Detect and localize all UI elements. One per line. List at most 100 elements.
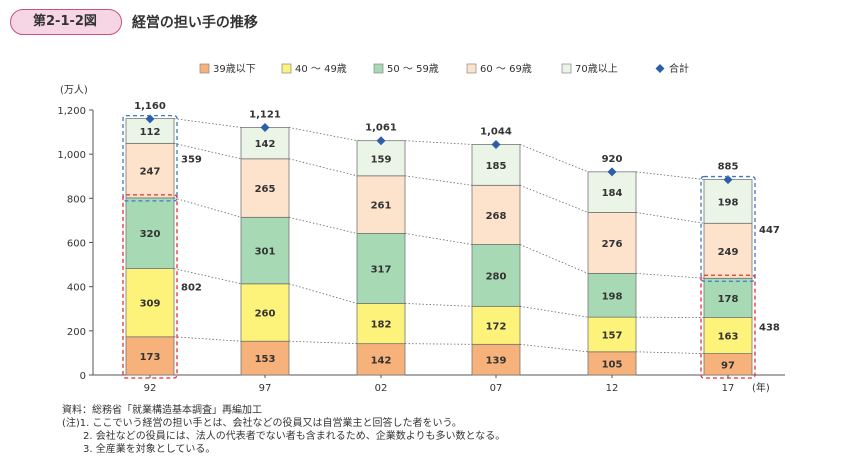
total-marker (491, 139, 501, 149)
bar-segment (703, 222, 753, 279)
legend-label: 40 〜 49歳 (295, 63, 347, 75)
data-label: 260 (255, 309, 276, 320)
data-label: 185 (486, 161, 507, 172)
bar-segment (471, 343, 521, 376)
x-tick-label: 97 (259, 383, 272, 394)
connector-line (288, 216, 358, 234)
legend-swatch (561, 63, 572, 74)
bracket-box (122, 114, 178, 202)
data-label: 198 (718, 197, 739, 208)
data-label: 198 (602, 291, 623, 302)
connector-line (635, 171, 705, 180)
connector-line (288, 127, 358, 142)
connector-line (519, 244, 589, 274)
legend-swatch (281, 63, 292, 74)
footnotes: 資料：総務省「就業構造基本調査」再編加工 (注)1. ここでいう経営の担い手とは… (62, 404, 505, 456)
connector-line (173, 268, 242, 285)
bracket-total-label: 447 (759, 225, 780, 236)
figure-title: 経営の担い手の推移 (131, 15, 258, 31)
bar-segment (471, 305, 521, 345)
figure-header: 第2-1-2図 経営の担い手の推移 (10, 8, 258, 36)
legend-swatch (199, 63, 210, 74)
legend-label: 50 〜 59歳 (387, 63, 439, 75)
bar-segment (125, 197, 175, 269)
bar-segment (125, 336, 175, 376)
connector-line (519, 144, 589, 173)
connector-line (635, 273, 705, 279)
bracket-box (700, 274, 756, 379)
bar-segment (703, 317, 753, 354)
note-1: (注)1. ここでいう経営の担い手とは、会社などの役員又は自営業主と回答した者を… (62, 418, 462, 429)
data-label: 268 (486, 211, 507, 222)
total-label: 1,061 (365, 123, 397, 134)
connector-line (173, 336, 242, 342)
y-tick-label: 1,000 (57, 150, 86, 161)
data-label: 317 (371, 264, 392, 275)
bar-segment (240, 340, 290, 376)
bracket-total-label: 359 (181, 154, 202, 165)
x-tick-label: 17 (722, 383, 735, 394)
connector-line (173, 118, 242, 128)
bar-segment (587, 316, 637, 353)
bar-segment (587, 171, 637, 213)
data-label: 249 (718, 247, 739, 258)
total-marker (607, 167, 617, 177)
connector-line (288, 340, 358, 345)
data-label: 184 (602, 188, 623, 199)
data-label: 301 (255, 247, 276, 258)
y-axis-label: (万人) (60, 84, 88, 96)
bracket-box (700, 175, 756, 282)
data-label: 178 (718, 294, 739, 305)
data-label: 159 (371, 154, 392, 165)
connector-line (404, 303, 473, 307)
x-tick-label: 02 (375, 383, 388, 394)
figure-number-badge: 第2-1-2図 (10, 9, 122, 35)
bar-segment (587, 273, 637, 318)
legend-label: 60 〜 69歳 (480, 63, 532, 75)
source-note: 資料：総務省「就業構造基本調査」再編加工 (62, 405, 262, 416)
bracket-total-label: 802 (181, 282, 202, 293)
total-label: 1,160 (134, 101, 166, 112)
bar-segment (356, 140, 406, 177)
data-label: 163 (718, 332, 739, 343)
data-label: 265 (255, 184, 276, 195)
bar-segment (356, 175, 406, 234)
data-label: 97 (721, 360, 735, 371)
connector-line (404, 140, 473, 145)
legend-label: 39歳以下 (213, 63, 256, 75)
total-label: 1,121 (249, 109, 281, 120)
total-label: 885 (718, 162, 739, 173)
y-tick-label: 1,200 (57, 106, 86, 117)
note-2: 2. 会社などの役員には、法人の代表者でない者も含まれるため、企業数よりも多い数… (83, 431, 506, 442)
total-marker (376, 136, 386, 146)
data-label: 157 (602, 330, 623, 341)
x-axis-label: (年) (752, 381, 770, 394)
y-tick-label: 600 (67, 239, 86, 250)
connector-line (173, 197, 242, 218)
data-label: 182 (371, 320, 392, 331)
y-tick-label: 400 (67, 283, 86, 294)
data-label: 280 (486, 271, 507, 282)
bar-segment (471, 184, 521, 245)
x-tick-label: 07 (490, 383, 503, 394)
total-label: 1,044 (480, 126, 512, 137)
connector-line (404, 175, 473, 186)
data-label: 153 (255, 354, 276, 365)
bar-segment (240, 127, 290, 160)
legend-swatch (373, 63, 384, 74)
stacked-bar-chart: (万人) 0 200 400 600 800 1,000 1,200 39歳以下 40 〜 49歳… (57, 62, 785, 394)
data-label: 112 (140, 127, 161, 138)
data-label: 172 (486, 321, 507, 332)
bar-segment (471, 244, 521, 307)
connector-line (288, 158, 358, 177)
data-label: 276 (602, 239, 623, 250)
y-tick-label: 0 (80, 371, 86, 382)
x-tick-label: 92 (144, 383, 157, 394)
bar-segment (240, 216, 290, 285)
bar-segment (125, 268, 175, 338)
connector-line (519, 184, 589, 213)
data-label: 142 (371, 355, 392, 366)
total-marker (260, 122, 270, 132)
data-label: 139 (486, 356, 507, 367)
bar-segment (240, 283, 290, 342)
